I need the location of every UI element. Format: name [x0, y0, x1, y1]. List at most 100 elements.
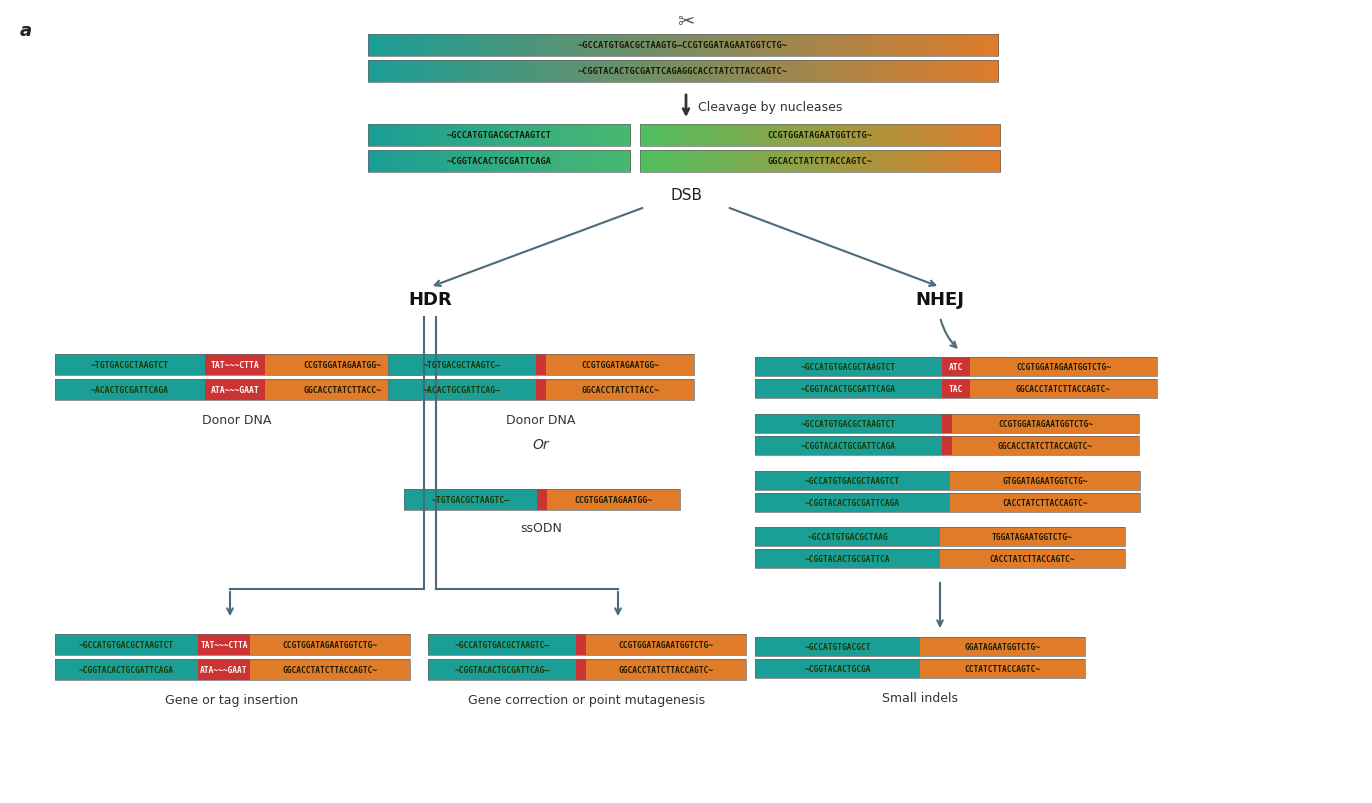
Bar	[55, 355, 420, 376]
Bar	[652, 61, 657, 83]
Bar	[949, 493, 1140, 512]
Bar	[877, 61, 884, 83]
Bar	[823, 124, 827, 147]
Bar	[493, 151, 495, 173]
Bar	[639, 151, 643, 173]
Bar	[399, 35, 406, 57]
Bar	[679, 151, 683, 173]
Bar	[250, 634, 410, 655]
Bar	[639, 124, 643, 147]
Text: ✂: ✂	[678, 12, 694, 32]
Bar	[767, 61, 772, 83]
Bar	[488, 124, 491, 147]
Bar	[988, 151, 992, 173]
Bar	[568, 61, 573, 83]
Bar	[831, 124, 836, 147]
Bar	[368, 151, 370, 173]
Bar	[394, 124, 397, 147]
Bar	[958, 151, 962, 173]
Bar	[664, 124, 668, 147]
Bar	[425, 151, 428, 173]
Bar	[505, 124, 509, 147]
Bar	[904, 124, 908, 147]
Bar	[553, 151, 557, 173]
Bar	[572, 61, 579, 83]
Bar	[549, 151, 552, 173]
Bar	[904, 61, 910, 83]
Bar	[436, 35, 442, 57]
Bar	[612, 124, 616, 147]
Text: ~GCCATGTGACGCTAAGTCT: ~GCCATGTGACGCTAAGTCT	[801, 419, 896, 429]
Bar	[722, 151, 724, 173]
Bar	[755, 437, 943, 455]
Bar	[626, 35, 631, 57]
Bar	[582, 151, 584, 173]
Bar	[788, 61, 794, 83]
Bar	[543, 151, 546, 173]
Text: CCTATCTTACCAGTC~: CCTATCTTACCAGTC~	[965, 664, 1040, 673]
Bar	[462, 35, 469, 57]
Bar	[626, 124, 628, 147]
Text: TAT~~~CTTA: TAT~~~CTTA	[211, 361, 259, 369]
Bar	[755, 380, 943, 398]
Bar	[755, 493, 1140, 512]
Bar	[418, 124, 421, 147]
Bar	[604, 151, 606, 173]
Bar	[427, 151, 429, 173]
Bar	[510, 61, 516, 83]
Bar	[512, 151, 514, 173]
Bar	[841, 61, 847, 83]
Bar	[825, 35, 831, 57]
Bar	[586, 659, 746, 680]
Bar	[825, 61, 831, 83]
Bar	[993, 61, 999, 83]
Bar	[715, 151, 719, 173]
Bar	[438, 124, 440, 147]
Bar	[546, 61, 553, 83]
Bar	[536, 151, 539, 173]
Bar	[664, 151, 668, 173]
Bar	[594, 61, 600, 83]
Bar	[943, 437, 952, 455]
Bar	[864, 151, 868, 173]
Bar	[951, 61, 956, 83]
Bar	[383, 124, 387, 147]
Bar	[952, 124, 956, 147]
Bar	[980, 151, 982, 173]
Bar	[778, 61, 783, 83]
Bar	[490, 151, 494, 173]
Bar	[778, 124, 782, 147]
Bar	[997, 124, 1000, 147]
Bar	[799, 61, 804, 83]
Bar	[925, 35, 930, 57]
Bar	[510, 124, 513, 147]
Bar	[697, 124, 701, 147]
Text: TGGATAGAATGGTCTG~: TGGATAGAATGGTCTG~	[992, 532, 1073, 541]
Bar	[536, 61, 542, 83]
Bar	[704, 35, 711, 57]
Bar	[643, 151, 646, 173]
Bar	[694, 151, 698, 173]
Bar	[373, 35, 379, 57]
Bar	[895, 151, 899, 173]
Bar	[856, 35, 862, 57]
Text: ~GCCATGTGACGCTAAGTCT: ~GCCATGTGACGCTAAGTCT	[805, 476, 900, 485]
Bar	[482, 124, 484, 147]
Bar	[750, 124, 755, 147]
Bar	[379, 61, 384, 83]
Bar	[904, 35, 910, 57]
Bar	[425, 124, 428, 147]
Bar	[576, 634, 586, 655]
Bar	[819, 61, 826, 83]
Bar	[606, 124, 609, 147]
Bar	[484, 124, 487, 147]
Bar	[712, 124, 716, 147]
Bar	[868, 151, 871, 173]
Bar	[871, 151, 875, 173]
Bar	[760, 151, 764, 173]
Bar	[442, 35, 447, 57]
Bar	[793, 124, 797, 147]
Bar	[423, 151, 425, 173]
Bar	[748, 124, 752, 147]
Bar	[611, 151, 613, 173]
